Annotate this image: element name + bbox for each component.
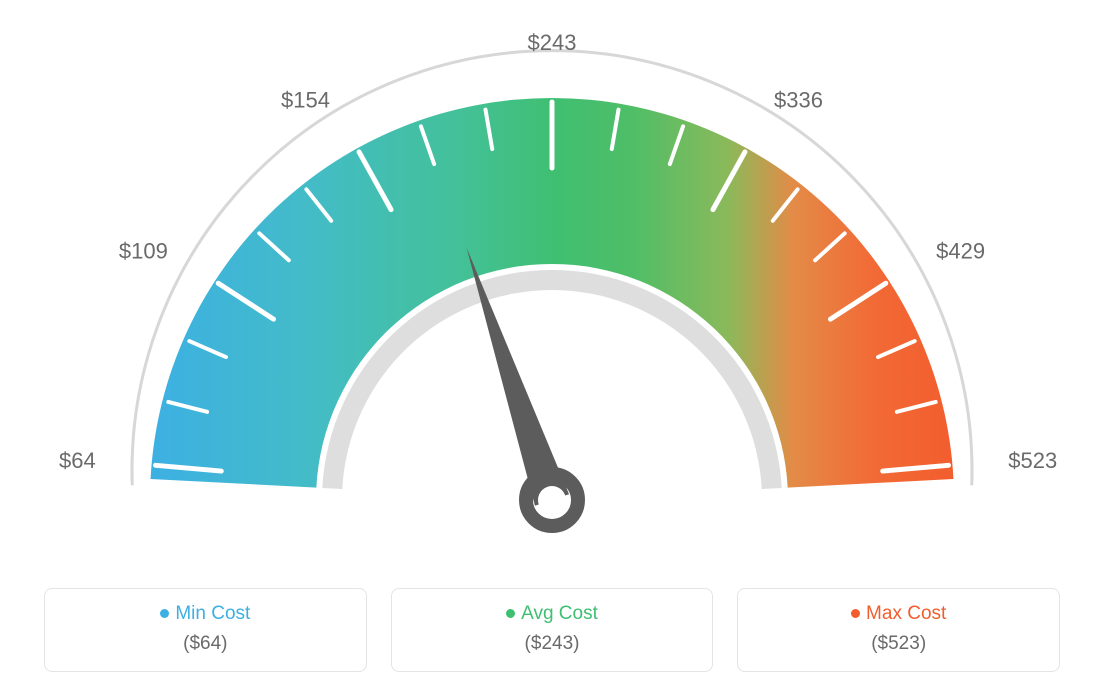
gauge-svg: $64 $109 $154 $243 $336 $429 $523	[0, 0, 1104, 580]
legend-title-text: Max Cost	[866, 603, 946, 624]
legend-value-max: ($523)	[748, 633, 1049, 655]
gauge-chart: $64 $109 $154 $243 $336 $429 $523	[0, 0, 1104, 580]
gauge-tick-label: $154	[281, 87, 330, 112]
legend-title-avg: Avg Cost	[402, 603, 703, 625]
legend-card-min: Min Cost ($64)	[44, 588, 367, 672]
dot-icon	[506, 609, 515, 618]
legend-row: Min Cost ($64) Avg Cost ($243) Max Cost …	[0, 588, 1104, 672]
legend-title-max: Max Cost	[748, 603, 1049, 625]
legend-title-text: Min Cost	[175, 603, 250, 624]
legend-value-min: ($64)	[55, 633, 356, 655]
dot-icon	[851, 609, 860, 618]
legend-title-min: Min Cost	[55, 603, 356, 625]
legend-card-max: Max Cost ($523)	[737, 588, 1060, 672]
gauge-tick-label: $336	[774, 87, 823, 112]
legend-card-avg: Avg Cost ($243)	[391, 588, 714, 672]
gauge-tick-label: $429	[936, 239, 985, 264]
legend-value-avg: ($243)	[402, 633, 703, 655]
legend-title-text: Avg Cost	[521, 603, 598, 624]
gauge-tick-label: $64	[59, 448, 96, 473]
gauge-tick-label: $243	[528, 30, 577, 55]
dot-icon	[160, 609, 169, 618]
gauge-tick-label: $523	[1008, 448, 1057, 473]
gauge-tick-label: $109	[119, 239, 168, 264]
